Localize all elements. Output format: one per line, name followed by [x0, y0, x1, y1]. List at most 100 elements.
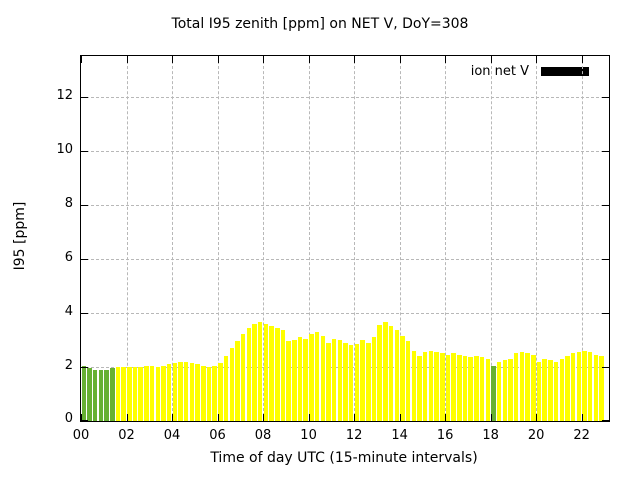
x-tick-mark: [263, 414, 265, 421]
legend-label: ion net V: [470, 64, 529, 79]
x-tick-label: 08: [254, 428, 272, 443]
bar-yellow: [457, 354, 462, 421]
bar-yellow: [235, 341, 240, 421]
x-tick-mark: [581, 414, 583, 421]
bar-yellow: [297, 337, 303, 421]
x-tick-mark: [126, 56, 128, 63]
bar-yellow: [132, 366, 138, 421]
bar-yellow: [149, 365, 155, 421]
bar-yellow: [218, 362, 223, 421]
x-gridline: [126, 56, 128, 421]
bar-yellow: [411, 350, 417, 421]
y-tick-mark: [602, 420, 609, 421]
bar-yellow: [531, 354, 536, 421]
x-gridline: [536, 56, 538, 421]
bar-yellow: [275, 327, 280, 421]
y-gridline: [81, 204, 609, 206]
bar-yellow: [405, 341, 411, 421]
bar-yellow: [240, 334, 246, 421]
bar-yellow: [445, 354, 451, 421]
bar-yellow: [587, 352, 593, 421]
bar-yellow: [502, 360, 508, 421]
bar-green: [104, 369, 109, 421]
bar-green: [98, 369, 104, 421]
x-gridline: [445, 56, 447, 421]
bar-yellow: [166, 364, 172, 421]
bar-yellow: [172, 362, 178, 421]
bar-yellow: [536, 361, 542, 421]
bar-yellow: [508, 358, 513, 421]
x-gridline: [263, 56, 265, 421]
bar-yellow: [161, 365, 166, 421]
bar-yellow: [559, 358, 564, 421]
bar-yellow: [206, 366, 212, 421]
y-gridline: [81, 96, 609, 98]
bar-yellow: [189, 362, 195, 421]
bar-yellow: [115, 366, 121, 421]
bar-yellow: [292, 339, 297, 421]
x-tick-label: 12: [345, 428, 363, 443]
bar-yellow: [593, 354, 599, 421]
legend: ion net V: [471, 64, 589, 79]
bar-yellow: [252, 323, 257, 421]
bar-yellow: [326, 342, 331, 421]
bar-green: [110, 368, 115, 421]
y-gridline: [81, 312, 609, 314]
bar-yellow: [280, 330, 286, 421]
bar-yellow: [400, 335, 405, 421]
x-gridline: [581, 56, 583, 421]
bar-yellow: [349, 345, 354, 421]
bar-yellow: [479, 357, 485, 421]
bar-green: [81, 365, 87, 421]
x-tick-mark: [81, 414, 82, 421]
bar-yellow: [451, 353, 456, 421]
bar-yellow: [371, 337, 377, 421]
x-tick-mark: [490, 56, 492, 63]
bar-yellow: [377, 325, 382, 421]
bar-yellow: [331, 338, 337, 421]
y-tick-mark: [81, 204, 88, 206]
bar-yellow: [582, 350, 587, 421]
bar-yellow: [553, 361, 559, 421]
bar-yellow: [178, 361, 183, 421]
x-tick-mark: [354, 414, 356, 421]
bar-yellow: [570, 353, 576, 421]
bar-yellow: [155, 366, 161, 421]
bar-yellow: [440, 353, 445, 421]
y-tick-mark: [602, 204, 609, 206]
y-tick-mark: [81, 258, 88, 260]
bar-yellow: [485, 358, 491, 421]
bar-yellow: [303, 338, 308, 421]
bar-yellow: [576, 352, 582, 421]
x-tick-label: 02: [118, 428, 135, 443]
x-tick-label: 14: [391, 428, 408, 443]
bar-yellow: [514, 353, 519, 421]
y-tick-label: 10: [56, 141, 73, 157]
bar-yellow: [121, 366, 126, 421]
bar-yellow: [144, 365, 149, 421]
bar-yellow: [354, 343, 360, 421]
bar-yellow: [337, 339, 343, 421]
bar-yellow: [212, 365, 217, 421]
bar-yellow: [314, 331, 320, 421]
x-tick-mark: [354, 56, 356, 63]
x-tick-label: 04: [163, 428, 181, 443]
y-tick-mark: [602, 366, 609, 368]
x-gridline: [172, 56, 174, 421]
bar-green: [491, 365, 496, 421]
bar-yellow: [246, 327, 252, 421]
y-tick-mark: [602, 96, 609, 98]
y-tick-label: 4: [64, 303, 73, 319]
bar-yellow: [468, 357, 473, 421]
bar-yellow: [257, 322, 263, 421]
chart-title: Total I95 zenith [ppm] on NET V, DoY=308: [171, 16, 469, 32]
x-tick-mark: [172, 414, 174, 421]
bar-yellow: [422, 352, 428, 421]
bar-yellow: [542, 358, 547, 421]
bar-yellow: [195, 364, 200, 421]
bar-yellow: [286, 341, 291, 421]
bar-yellow: [223, 356, 229, 421]
bar-yellow: [320, 335, 326, 421]
y-tick-mark: [81, 420, 88, 421]
y-tick-mark: [81, 96, 88, 98]
